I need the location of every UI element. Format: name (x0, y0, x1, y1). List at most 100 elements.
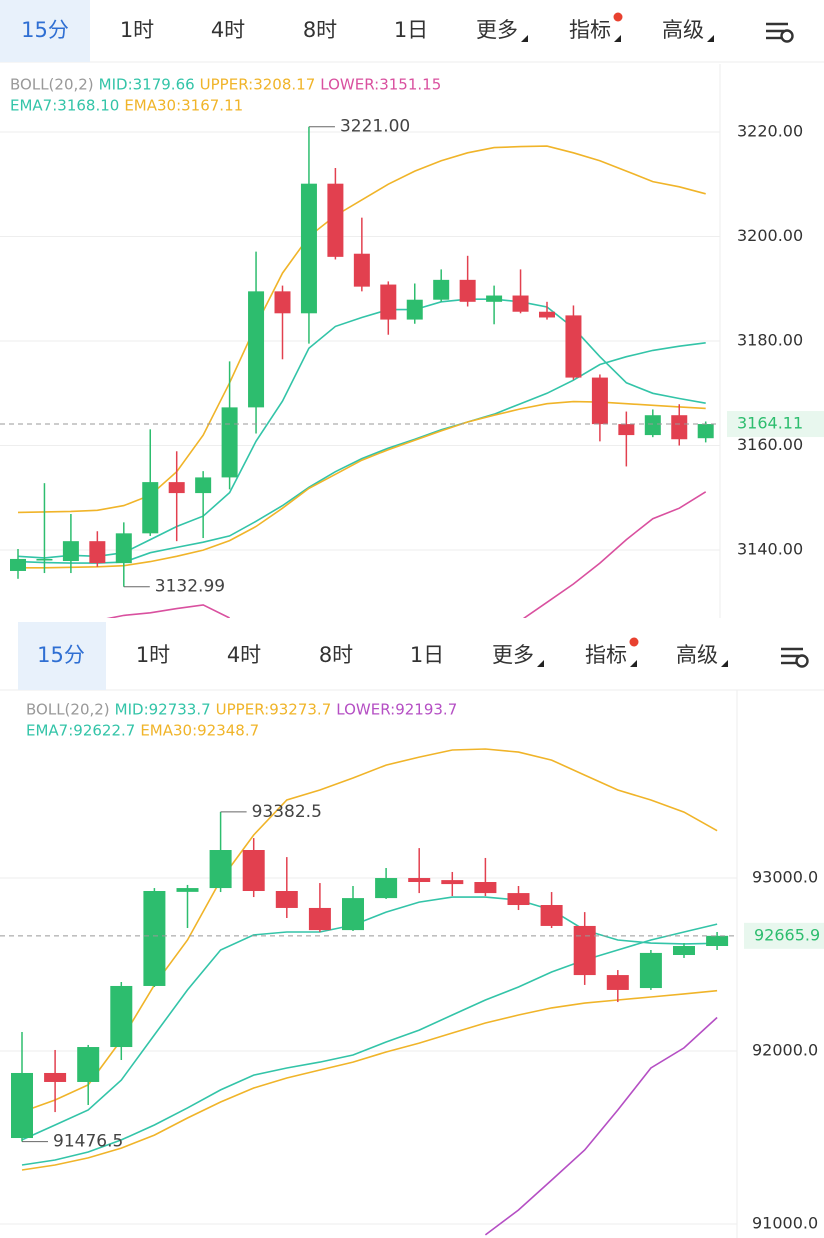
indicator-line (21, 748, 718, 1113)
legend-entry: MID:3179.66 (99, 76, 195, 94)
candle-body (62, 541, 79, 562)
settings-icon[interactable] (766, 22, 794, 43)
candle-body (380, 284, 397, 320)
legend-entry: EMA7:3168.10 (10, 97, 119, 115)
y-tick-label: 92000.0 (752, 1041, 818, 1060)
candle-body (539, 311, 555, 318)
dropdown-arrow (707, 35, 714, 42)
legend-entry: LOWER:3151.15 (320, 76, 441, 94)
tab[interactable]: 15分 (21, 18, 69, 42)
indicator-line (106, 491, 707, 618)
candle-body (142, 482, 159, 534)
candle-body (375, 878, 398, 899)
candle-body (168, 482, 185, 494)
candle-body (639, 952, 662, 989)
candle-body (89, 541, 106, 564)
tab[interactable]: 高级 (676, 643, 718, 667)
chart-panel: 15分 1时 4时 8时 1日 更多 指标 高级 93000.0 92000.0 91000.0 93… (0, 622, 824, 1238)
plot-area (10, 126, 714, 618)
dropdown-arrow (721, 660, 728, 667)
legend-entry: UPPER:3208.17 (200, 76, 316, 94)
tab[interactable]: 4时 (227, 643, 261, 667)
candle-body (195, 477, 212, 494)
chart-panel: 15分 1时 4时 8时 1日 更多 指标 高级 3220.00 3200.00 3180.00 31… (0, 0, 824, 618)
tab[interactable]: 15分 (37, 643, 85, 667)
candle-body (644, 415, 661, 436)
toolbar: 15分 1时 4时 8时 1日 更多 指标 高级 (0, 622, 824, 691)
candle-body (300, 183, 317, 314)
indicator-line (484, 1016, 718, 1236)
annotation: 3221.00 (340, 117, 410, 137)
candle-body (10, 558, 26, 571)
annotation: 3132.99 (155, 577, 225, 597)
legend-entry: UPPER:93273.7 (216, 701, 332, 719)
toolbar-bg (0, 622, 824, 690)
toolbar-bg (0, 0, 824, 62)
candle-body (36, 558, 53, 561)
indicator-line (21, 896, 718, 1141)
tab[interactable]: 1时 (136, 643, 170, 667)
annotation: 93382.5 (252, 802, 322, 822)
candle-body (221, 407, 238, 478)
tab[interactable]: 4时 (211, 18, 245, 42)
last-price-label: 92665.9 (754, 925, 820, 944)
y-tick-label: 3160.00 (737, 435, 803, 454)
plot-area (11, 748, 729, 1236)
candle-body (565, 315, 582, 378)
legend-label: BOLL(20,2) (10, 76, 94, 94)
candle-body (408, 878, 431, 883)
legend-label: BOLL(20,2) (26, 701, 110, 719)
tab[interactable]: 8时 (303, 18, 337, 42)
candle-body (275, 891, 298, 908)
candle-body (573, 925, 596, 976)
active-tab-bg (18, 622, 106, 690)
settings-icon[interactable] (781, 647, 809, 668)
last-price-box (727, 411, 824, 438)
candle-body (115, 533, 132, 564)
tab[interactable]: 1时 (120, 18, 154, 42)
candle-body (44, 1072, 67, 1082)
tab[interactable]: 更多 (492, 643, 534, 667)
tab[interactable]: 指标 (585, 643, 627, 667)
candle-body (441, 880, 464, 885)
last-price-label: 3164.11 (737, 414, 803, 433)
y-tick-label: 3200.00 (737, 226, 803, 245)
candle-body (248, 291, 265, 408)
candle-body (176, 888, 199, 892)
tab[interactable]: 更多 (476, 18, 518, 42)
y-tick-label: 3180.00 (737, 331, 803, 350)
candle-body (308, 907, 331, 931)
candle-body (406, 299, 423, 320)
indicator-line (17, 298, 706, 559)
candle-body (706, 935, 729, 947)
indicator-line (17, 342, 706, 564)
tab[interactable]: 高级 (662, 18, 704, 42)
candle-body (591, 377, 608, 425)
legend-entry: EMA30:92348.7 (140, 722, 259, 740)
candle-body (673, 946, 695, 956)
y-tick-label: 3140.00 (737, 540, 803, 559)
tab[interactable]: 1日 (410, 643, 444, 667)
candle-body (459, 279, 476, 302)
candle-body (77, 1047, 100, 1082)
candle-body (274, 291, 291, 314)
tab[interactable]: 指标 (569, 18, 611, 42)
candle-body (486, 295, 503, 302)
icon-gear (780, 29, 794, 43)
dropdown-arrow (630, 660, 637, 667)
candle-body (697, 424, 714, 439)
legend-entry: EMA7:92622.7 (26, 722, 135, 740)
tab[interactable]: 8时 (319, 643, 353, 667)
badge-dot (629, 637, 639, 647)
candle-body (353, 253, 370, 287)
candle-body (209, 850, 232, 889)
legend-entry: MID:92733.7 (115, 701, 211, 719)
candle-body (327, 183, 344, 257)
toolbar: 15分 1时 4时 8时 1日 更多 指标 高级 (0, 0, 824, 63)
tab[interactable]: 1日 (394, 18, 428, 42)
candle-body (11, 1072, 33, 1139)
candle-body (242, 850, 265, 892)
candle-body (143, 891, 166, 986)
